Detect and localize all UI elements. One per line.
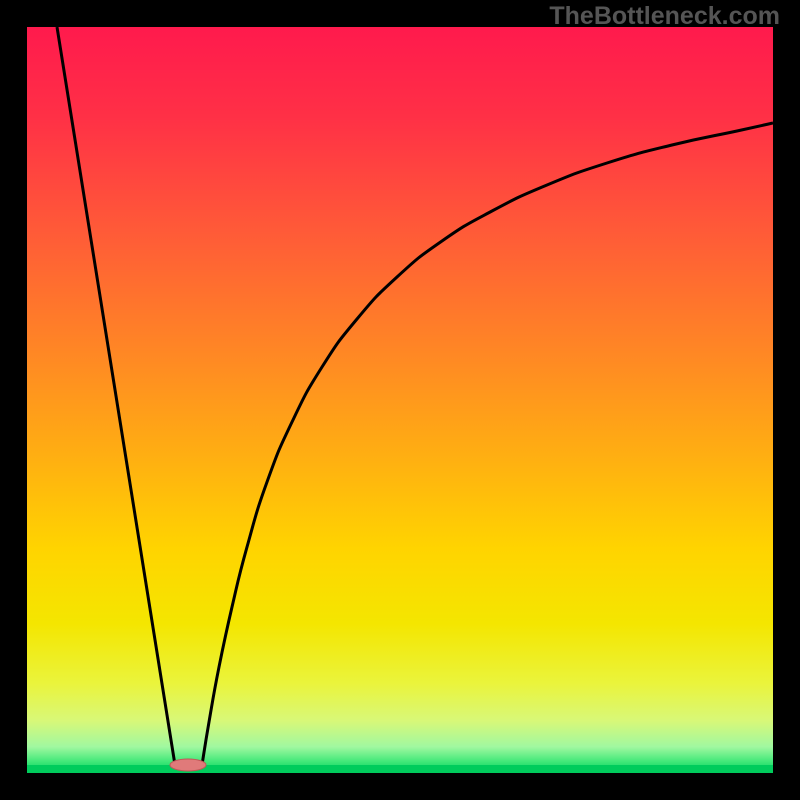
chart-container: TheBottleneck.com — [0, 0, 800, 800]
plot-svg — [27, 27, 773, 773]
bottleneck-marker — [170, 759, 206, 771]
plot-area — [27, 27, 773, 773]
bottom-green-band — [27, 765, 773, 773]
gradient-background — [27, 27, 773, 773]
